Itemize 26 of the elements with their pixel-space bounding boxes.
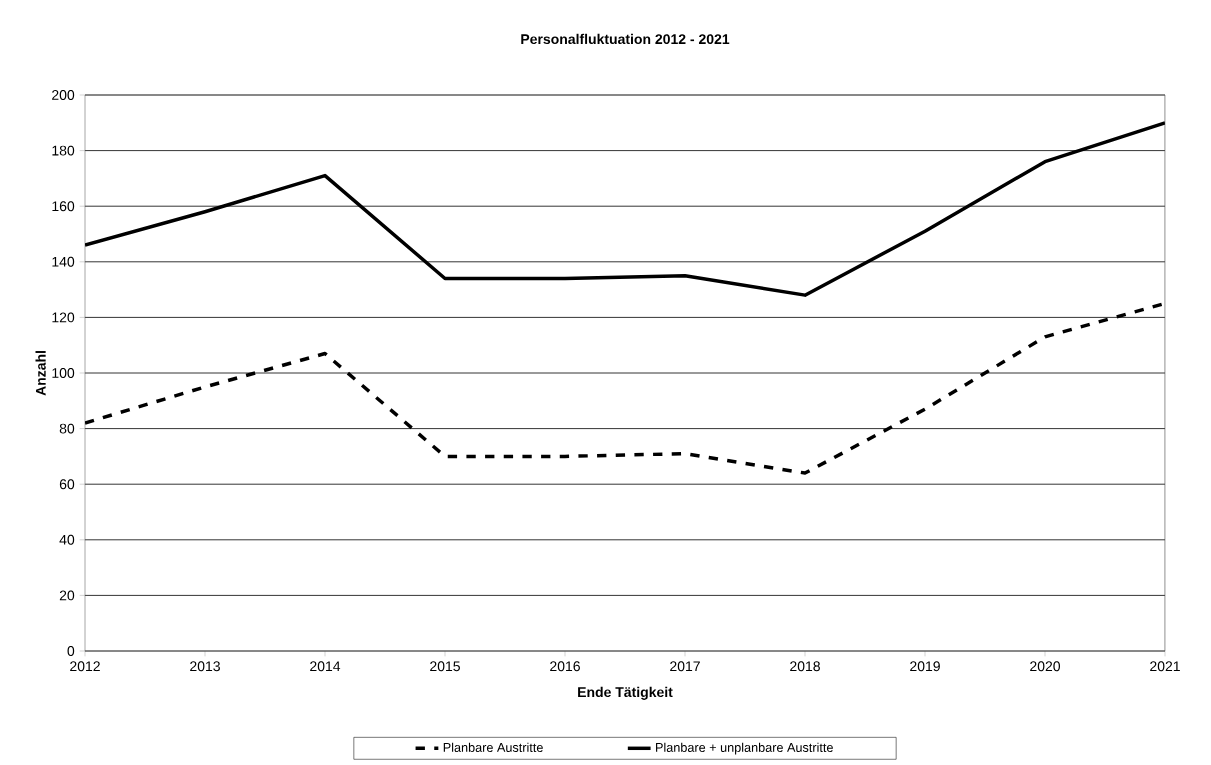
y-tick-label: 100 [52, 368, 75, 378]
x-tick-label: 2013 [190, 661, 220, 672]
x-axis-title: Ende Tätigkeit [578, 686, 673, 700]
x-tick-label: 2019 [910, 661, 940, 672]
x-tick-label: 2017 [670, 661, 700, 672]
legend-label: Planbare Austritte [443, 742, 543, 752]
y-tick-label: 0 [67, 646, 75, 656]
y-tick-label: 180 [52, 145, 75, 156]
y-tick-label: 120 [52, 312, 75, 323]
y-tick-label: 160 [52, 201, 75, 212]
chart-title: Personalfluktuation 2012 - 2021 [521, 33, 730, 45]
x-tick-label: 2020 [1030, 661, 1061, 672]
y-tick-label: 140 [52, 256, 75, 267]
x-tick-label: 2012 [70, 661, 100, 672]
legend-label: Planbare + unplanbare Austritte [656, 742, 833, 755]
x-tick-label: 2014 [310, 661, 341, 672]
y-axis-title: Anzahl [35, 351, 46, 396]
x-tick-label: 2016 [550, 661, 580, 672]
y-tick-label: 80 [59, 423, 75, 434]
x-tick-label: 2018 [790, 661, 820, 672]
y-tick-label: 200 [52, 90, 75, 100]
x-tick-label: 2021 [1150, 661, 1180, 672]
y-tick-label: 40 [59, 534, 75, 545]
x-tick-label: 2015 [430, 661, 460, 672]
y-tick-label: 60 [59, 479, 75, 490]
y-tick-label: 20 [59, 590, 75, 601]
